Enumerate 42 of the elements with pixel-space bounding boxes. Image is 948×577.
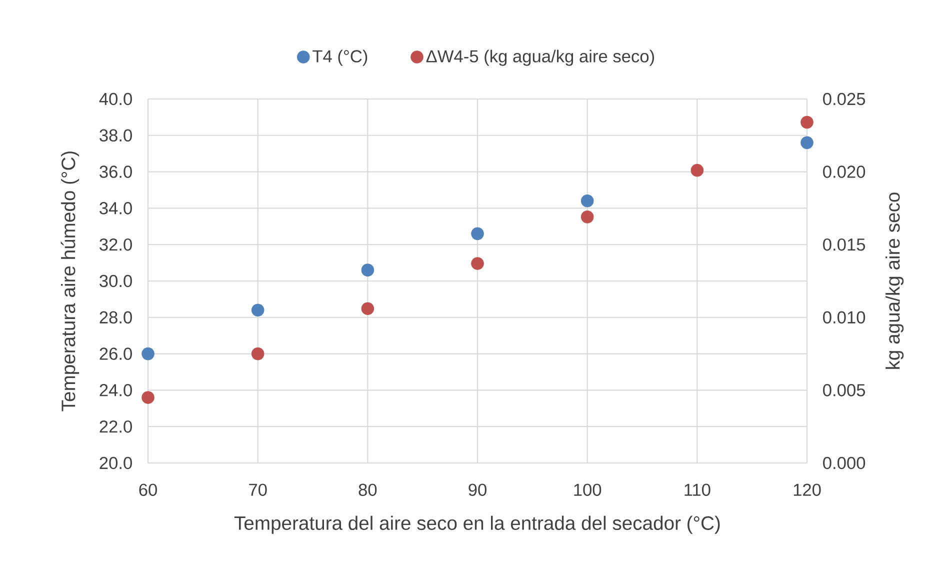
y2-axis-title: kg agua/kg aire seco: [886, 192, 904, 369]
y-tick-label: 40.0: [99, 92, 132, 106]
y-tick-label: 36.0: [100, 166, 132, 178]
point: [251, 304, 264, 317]
point: [800, 116, 814, 129]
point: [142, 391, 154, 404]
x-tick-label: 60: [139, 484, 157, 496]
x-tick-label: 80: [358, 484, 377, 496]
y2-tick-label: 0.015: [823, 238, 866, 251]
point: [471, 257, 484, 270]
x-tick-label: 70: [249, 484, 267, 496]
point: [580, 194, 594, 208]
y-tick-label: 38.0: [100, 129, 132, 142]
legend-label: T4 (°C): [312, 50, 368, 66]
point: [361, 264, 374, 276]
legend-label: ΔW4-5 (kg agua/kg aire seco): [426, 50, 654, 66]
x-tick-label: 100: [574, 484, 602, 496]
y2-tick-label: 0.025: [823, 92, 866, 106]
x-tick-label: 110: [684, 484, 710, 496]
y-tick-label: 26.0: [100, 348, 132, 360]
y-tick-label: 24.0: [100, 384, 132, 396]
point: [142, 347, 154, 360]
point: [251, 347, 264, 360]
y-tick-label: 32.0: [100, 238, 132, 251]
y-tick-label: 34.0: [100, 202, 132, 214]
x-axis-title: Temperatura del aire seco en la entrada del secador (°C): [234, 516, 720, 534]
x-tick-label: 90: [468, 484, 486, 496]
point: [690, 164, 704, 177]
point: [471, 227, 484, 240]
y-axis-title: Temperatura aire húmedo (°C): [60, 152, 80, 412]
y-tick-label: 28.0: [100, 311, 132, 324]
point: [361, 302, 374, 316]
y-tick-label: 20.0: [100, 456, 132, 470]
x-tick-label: 120: [794, 484, 821, 496]
y2-tick-label: 0.000: [823, 456, 866, 470]
point: [580, 210, 594, 224]
y-tick-label: 22.0: [100, 420, 132, 433]
y2-tick-label: 0.010: [823, 311, 866, 324]
point: [800, 136, 814, 150]
y2-tick-label: 0.020: [823, 166, 866, 178]
y-tick-label: 30.0: [100, 274, 132, 288]
y2-tick-label: 0.005: [823, 384, 866, 396]
